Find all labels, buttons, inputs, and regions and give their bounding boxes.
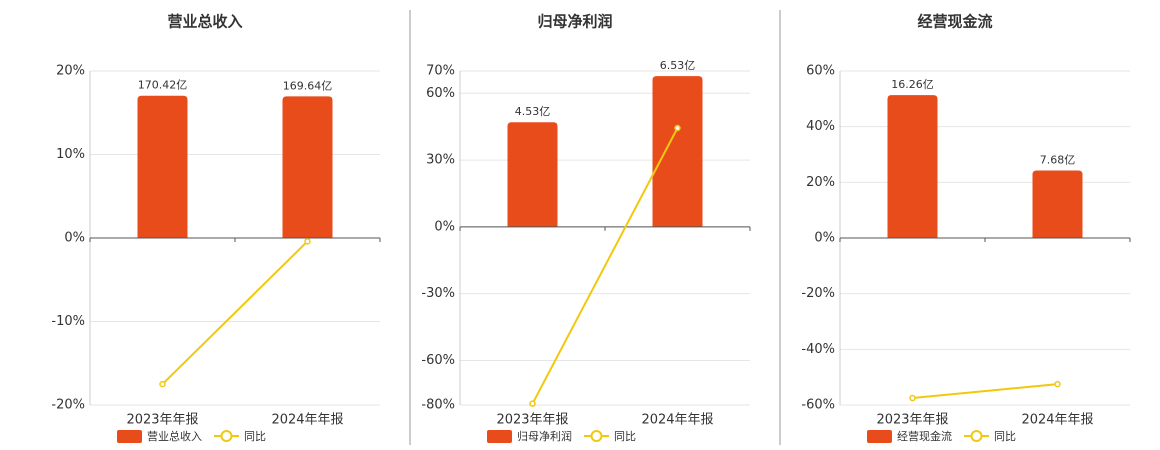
bar	[507, 122, 558, 227]
y-tick-label: -10%	[51, 314, 85, 329]
legend-label: 同比	[994, 430, 1016, 443]
value-label: 169.64亿	[283, 79, 333, 92]
legend-label: 经营现金流	[897, 429, 952, 443]
value-label: 16.26亿	[891, 78, 934, 91]
legend-swatch	[867, 430, 892, 443]
line	[161, 240, 309, 385]
y-tick-label: 20%	[56, 64, 85, 79]
y-tick-label: 0%	[64, 231, 85, 246]
y-tick-label: -20%	[51, 398, 85, 413]
legend-label: 同比	[244, 430, 266, 443]
legend-swatch	[590, 430, 603, 442]
x-tick-label: 2024年年报	[1021, 413, 1093, 428]
point	[159, 380, 166, 388]
y-tick-label: 10%	[56, 147, 85, 162]
chart-title: 营业总收入	[167, 13, 242, 31]
line	[912, 383, 1058, 400]
legend-swatch	[117, 430, 142, 443]
y-tick-label: 70%	[426, 64, 455, 79]
bar	[137, 95, 188, 238]
y-tick-label: 60%	[806, 64, 835, 79]
legend-label: 归母净利润	[517, 429, 572, 443]
y-tick-label: 40%	[806, 119, 835, 134]
legend-label: 同比	[614, 430, 636, 443]
line	[531, 127, 679, 405]
legend-label: 营业总收入	[147, 429, 202, 443]
y-tick-label: 0%	[814, 231, 835, 246]
value-label: 170.42亿	[138, 79, 188, 92]
bar	[282, 96, 333, 238]
value-label: 7.68亿	[1040, 153, 1076, 166]
y-tick-label: -60%	[801, 398, 835, 413]
chart-title: 归母净利润	[537, 13, 612, 31]
chart-title: 经营现金流	[917, 13, 992, 31]
bar	[887, 95, 938, 238]
legend-swatch	[220, 430, 233, 442]
y-tick-label: -30%	[421, 286, 455, 301]
value-label: 6.53亿	[660, 59, 696, 72]
y-tick-label: 60%	[426, 86, 455, 101]
y-tick-label: 30%	[426, 153, 455, 168]
point	[304, 238, 311, 245]
y-tick-label: -60%	[421, 353, 455, 368]
legend-swatch	[487, 430, 512, 443]
y-tick-label: -40%	[801, 342, 835, 357]
y-tick-label: -80%	[421, 398, 455, 413]
x-tick-label: 2023年年报	[126, 413, 198, 428]
point	[529, 400, 536, 407]
y-tick-label: 20%	[806, 175, 835, 190]
x-tick-label: 2024年年报	[271, 413, 343, 428]
legend-swatch	[970, 430, 983, 442]
x-tick-label: 2024年年报	[641, 413, 713, 428]
x-tick-label: 2023年年报	[876, 413, 948, 428]
value-label: 4.53亿	[515, 105, 551, 118]
point	[909, 394, 916, 402]
x-tick-label: 2023年年报	[496, 413, 568, 428]
bar	[1032, 170, 1083, 238]
y-tick-label: 0%	[434, 219, 455, 234]
point	[674, 124, 681, 132]
bar	[652, 76, 703, 227]
point	[1054, 380, 1061, 388]
y-tick-label: -20%	[801, 286, 835, 301]
